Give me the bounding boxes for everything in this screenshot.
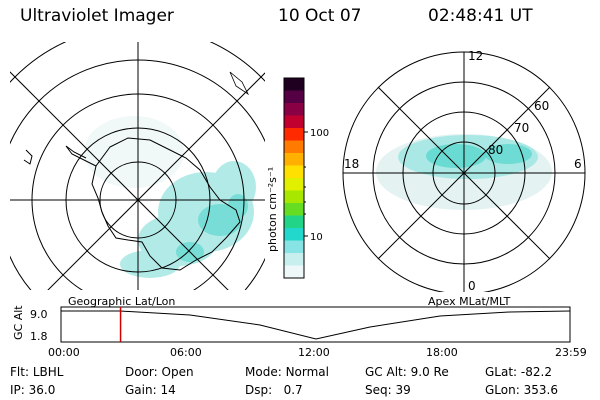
colorbar-cell: [284, 240, 304, 254]
altitude-tick-low: 1.8: [30, 330, 48, 343]
instrument-title: Ultraviolet Imager: [20, 6, 174, 26]
colorbar-cell: [284, 115, 304, 129]
time-label-2359: 23:59: [555, 346, 587, 359]
colorbar-cell: [284, 90, 304, 104]
colorbar-cell: [284, 128, 304, 141]
status-seq: Seq: 39: [365, 383, 411, 397]
intensity-colorbar: 100 10 photon cm⁻²s⁻¹: [266, 77, 329, 279]
time-label-1200: 12:00: [298, 346, 330, 359]
time-label-1800: 18:00: [426, 346, 458, 359]
time-label-0000: 00:00: [48, 346, 80, 359]
status-filter: Flt: LBHL: [10, 365, 64, 379]
status-door: Door: Open: [125, 365, 194, 379]
colorbar-cell: [284, 165, 304, 179]
time-label-0600: 06:00: [170, 346, 202, 359]
mlt-label-6: 6: [574, 157, 582, 171]
colorbar-cells: [284, 78, 304, 279]
colorbar-cell: [284, 215, 304, 229]
colorbar-cell: [284, 103, 304, 116]
observation-date: 10 Oct 07: [278, 6, 362, 26]
mlt-label-18: 18: [344, 157, 359, 171]
altitude-tick-high: 9.0: [30, 308, 48, 321]
colorbar-cell: [284, 78, 304, 91]
apex-panel-label: Apex MLat/MLT: [428, 295, 511, 308]
colorbar-cell: [284, 190, 304, 204]
observation-time: 02:48:41 UT: [428, 6, 533, 26]
altitude-timeline: [60, 306, 571, 343]
colorbar-cell: [284, 265, 304, 279]
south-america-tip: [23, 149, 33, 165]
mlat-label-80: 80: [488, 143, 503, 157]
status-dsp: Dsp: 0.7: [245, 383, 303, 397]
status-mode: Mode: Normal: [245, 365, 329, 379]
colorbar-cell: [284, 253, 304, 266]
geographic-panel-label: Geographic Lat/Lon: [68, 295, 176, 308]
mlat-label-70: 70: [514, 121, 529, 135]
status-gain: Gain: 14: [125, 383, 176, 397]
status-glat: GLat: -82.2: [485, 365, 552, 379]
status-ip: IP: 36.0: [10, 383, 56, 397]
altitude-curve: [61, 310, 571, 340]
mlat-label-60: 60: [534, 99, 549, 113]
colorbar-cell: [284, 178, 304, 191]
colorbar-cell: [284, 228, 304, 241]
colorbar-tick-10: 10: [310, 232, 323, 243]
colorbar-cell: [284, 203, 304, 216]
colorbar-cell: [284, 140, 304, 154]
colorbar-cell: [284, 153, 304, 166]
mlt-label-0: 0: [468, 279, 476, 292]
geographic-map: [10, 42, 265, 290]
status-glon: GLon: 353.6: [485, 383, 558, 397]
altitude-axis-label: GC Alt: [12, 305, 25, 340]
colorbar-tick-100: 100: [310, 128, 329, 139]
apex-polar-plot: 12 18 6 0 60 70 80: [342, 49, 586, 292]
status-gc-alt: GC Alt: 9.0 Re: [365, 365, 449, 379]
colorbar-unit-label: photon cm⁻²s⁻¹: [266, 167, 279, 252]
antarctic-peninsula: [65, 145, 97, 167]
mlt-label-12: 12: [468, 49, 483, 63]
